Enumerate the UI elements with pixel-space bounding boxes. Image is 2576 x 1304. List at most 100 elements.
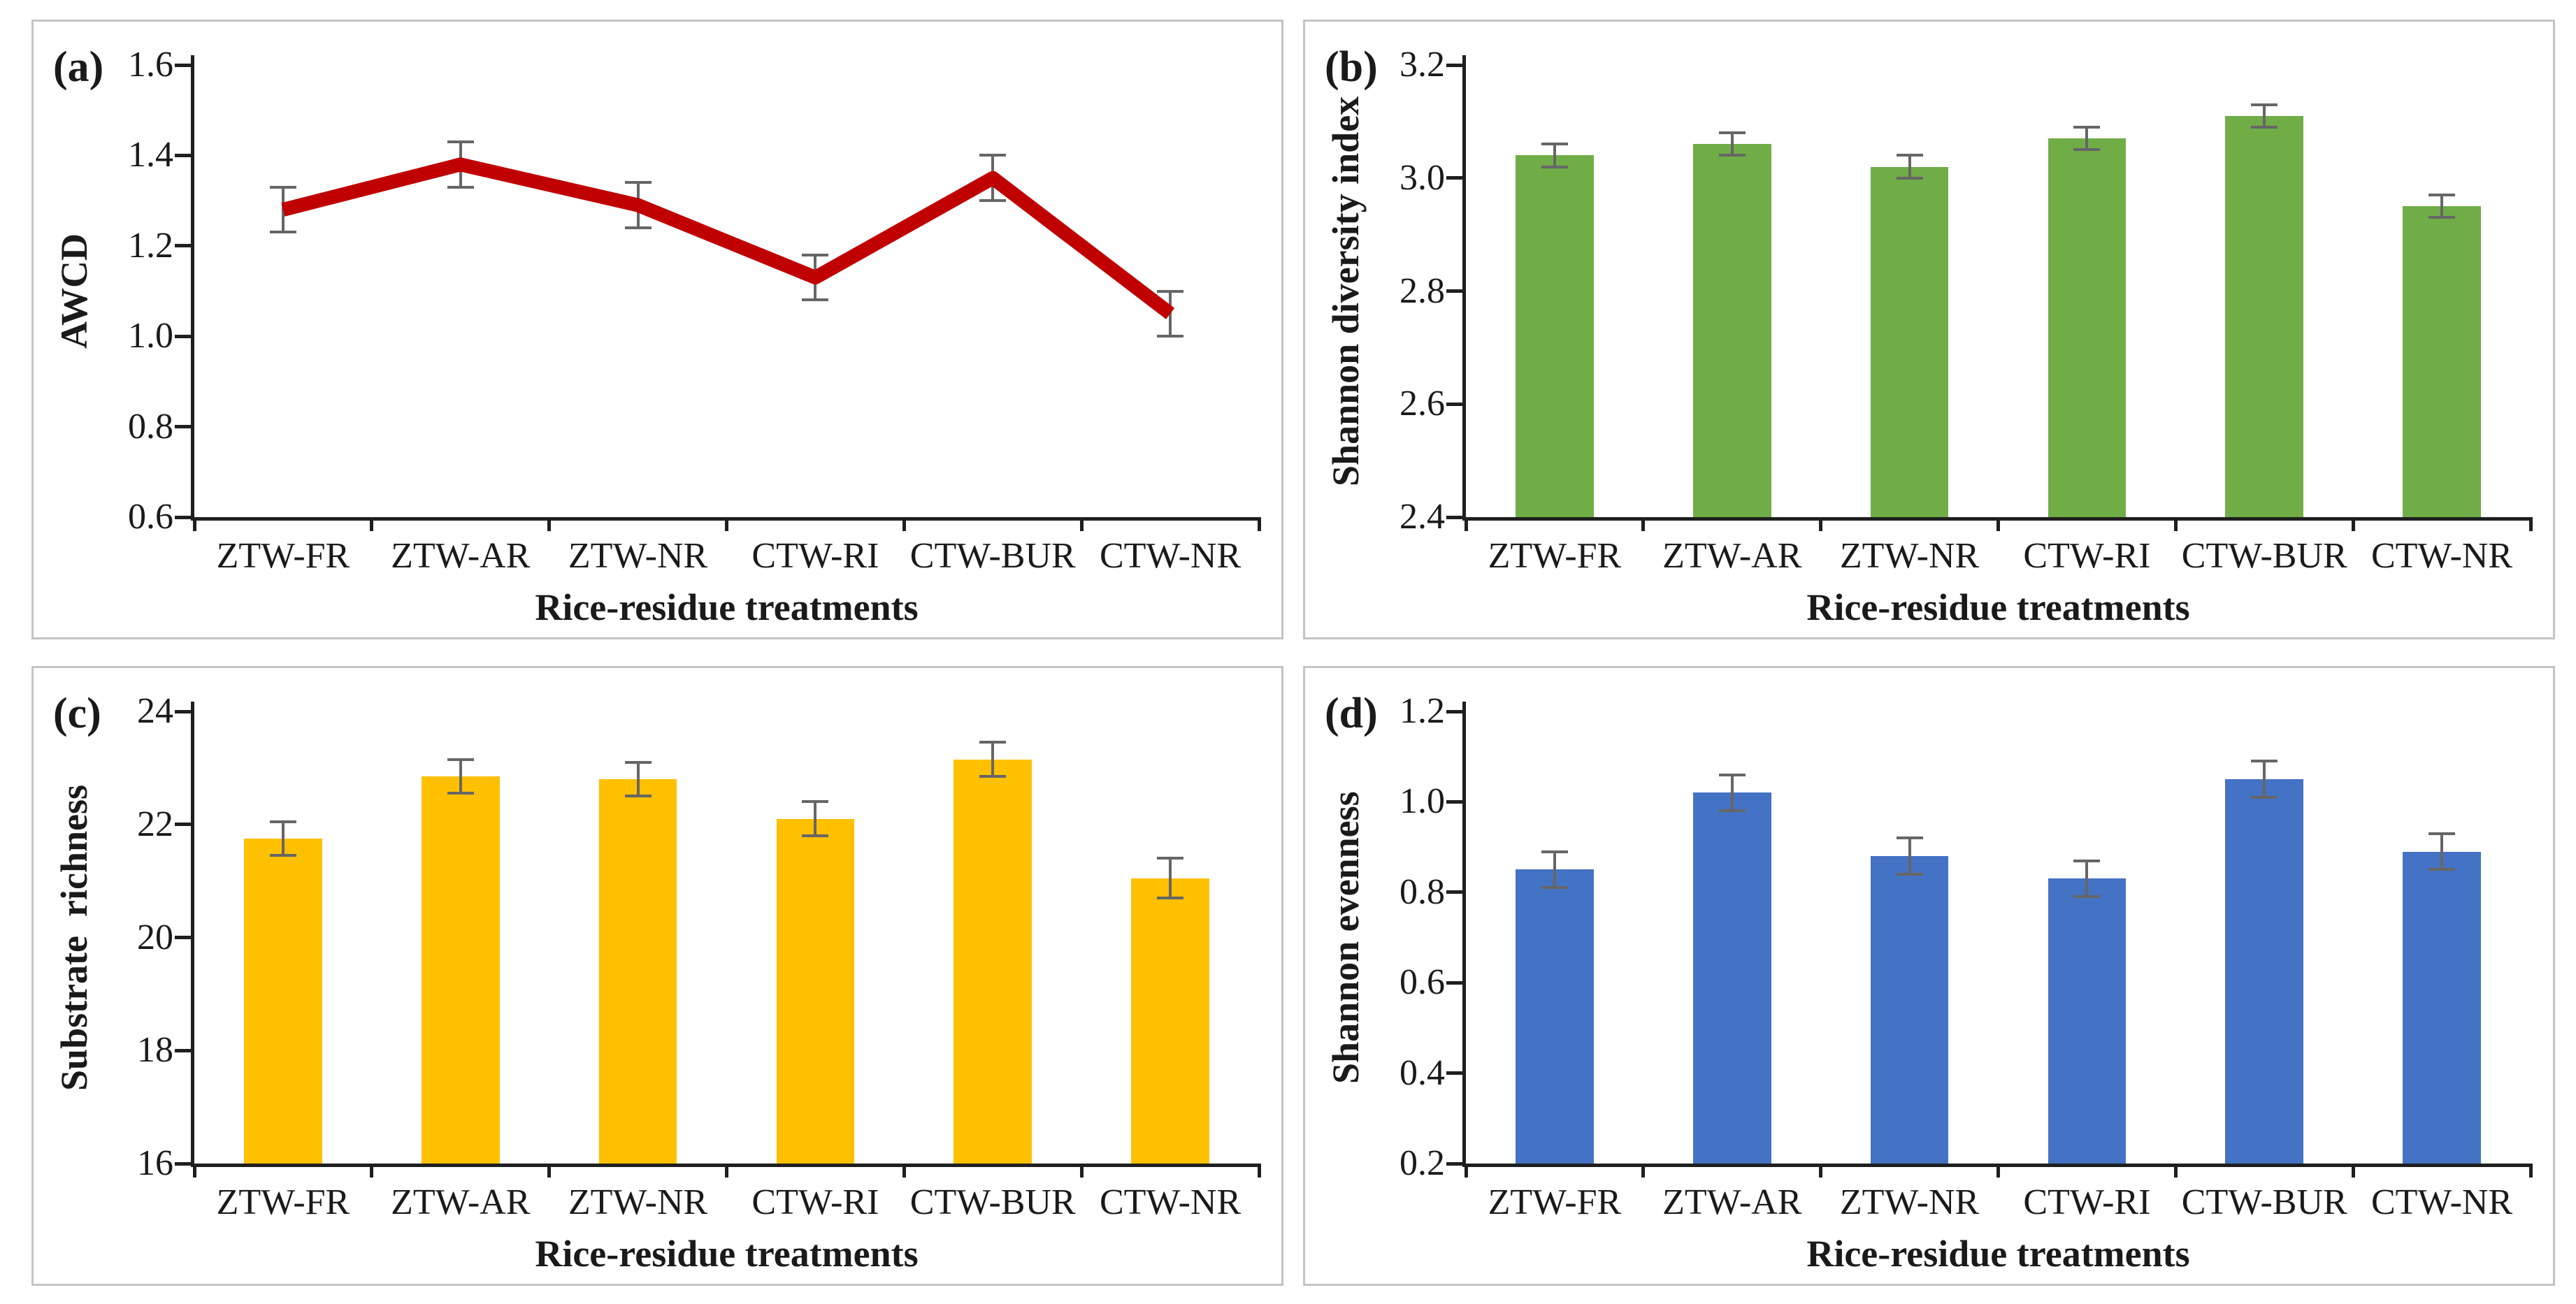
x-tick-mark: [1079, 1164, 1084, 1178]
x-tick-mark: [192, 1164, 196, 1178]
x-tick-mark: [192, 517, 196, 531]
error-bar-ZTW-AR: [1730, 774, 1734, 811]
error-bar-cap-bottom: [2073, 148, 2101, 152]
bar-ZTW-FR: [1516, 155, 1594, 517]
error-bar-cap-bottom: [447, 792, 474, 795]
y-tick-mark: [175, 153, 194, 157]
error-bar-cap-bottom: [1896, 872, 1923, 876]
panel-letter-c: (c): [53, 690, 101, 737]
bar-CTW-BUR: [2225, 115, 2304, 517]
error-bar-cap-top: [1541, 850, 1568, 853]
y-tick-mark: [1446, 799, 1466, 804]
y-tick-label: 3.0: [1399, 157, 1445, 198]
y-tick-label: 0.2: [1399, 1143, 1445, 1183]
error-bar-cap-bottom: [1896, 176, 1923, 180]
x-category-label-CTW-NR: CTW-NR: [2370, 1182, 2513, 1222]
error-bar-cap-top: [1157, 289, 1184, 293]
y-tick-mark: [1446, 63, 1466, 67]
error-bar-cap-bottom: [2251, 795, 2278, 799]
x-category-label-CTW-NR: CTW-NR: [1099, 536, 1242, 576]
y-tick-mark: [175, 709, 194, 713]
x-tick-mark: [2528, 517, 2533, 531]
x-tick-mark: [2351, 1164, 2355, 1178]
error-bar-CTW-BUR: [2263, 104, 2266, 127]
bar-CTW-RI: [776, 818, 855, 1164]
x-category-label-ZTW-NR: ZTW-NR: [1839, 1182, 1980, 1222]
error-bar-cap-bottom: [269, 854, 296, 857]
error-bar-cap-top: [2429, 194, 2456, 196]
y-tick-label: 1.2: [1399, 691, 1445, 731]
x-category-label-CTW-NR: CTW-NR: [2370, 536, 2513, 576]
y-tick-mark: [175, 1048, 194, 1052]
error-bar-cap-top: [624, 760, 652, 764]
x-tick-mark: [2351, 517, 2355, 531]
y-axis: [191, 702, 194, 1167]
error-bar-cap-bottom: [1157, 335, 1184, 338]
error-bar-cap-top: [802, 800, 829, 804]
x-tick-mark: [1257, 1164, 1261, 1178]
x-tick-mark: [902, 517, 906, 531]
x-category-label-ZTW-FR: ZTW-FR: [216, 536, 350, 576]
error-bar-cap-bottom: [979, 775, 1007, 778]
x-category-label-CTW-RI: CTW-RI: [2023, 536, 2151, 576]
panel-d-shannon-evenness: (d) Shannon evenness Rice-residue treatm…: [1303, 666, 2555, 1286]
y-tick-mark: [175, 334, 194, 338]
error-bar-cap-top: [979, 154, 1007, 157]
x-tick-mark: [1996, 1164, 2000, 1178]
error-bar-cap-bottom: [624, 226, 652, 229]
error-bar-cap-top: [2429, 832, 2456, 835]
x-axis-title-d: Rice-residue treatments: [1806, 1233, 2190, 1275]
x-tick-mark: [1079, 517, 1084, 531]
error-bar-cap-top: [2073, 125, 2101, 129]
error-bar-cap-bottom: [2429, 868, 2456, 871]
y-tick-label: 2.6: [1399, 384, 1445, 424]
x-category-label-CTW-BUR: CTW-BUR: [2181, 536, 2347, 576]
error-bar-ZTW-AR: [1730, 133, 1734, 156]
panel-letter-b: (b): [1325, 43, 1378, 91]
error-bar-CTW-BUR: [2263, 761, 2266, 797]
error-bar-cap-top: [979, 741, 1007, 744]
y-tick-label: 18: [137, 1030, 173, 1071]
x-tick-mark: [725, 1164, 728, 1178]
plot-area-c: Rice-residue treatments 24 22 20 18 16 ZTW-FR…: [137, 691, 1261, 1275]
y-tick-label: 1.0: [1399, 781, 1445, 822]
x-tick-mark: [1819, 517, 1823, 531]
y-tick-label: 22: [137, 804, 173, 844]
y-tick-mark: [1446, 1071, 1466, 1075]
y-tick-label: 2.8: [1399, 270, 1445, 311]
error-bar-cap-bottom: [1718, 154, 1746, 157]
error-bar-cap-bottom: [1541, 165, 1568, 168]
error-bar-cap-top: [2073, 859, 2101, 862]
y-tick-label: 24: [137, 691, 173, 731]
bar-CTW-BUR: [2225, 779, 2304, 1164]
error-bar-cap-bottom: [802, 298, 829, 302]
y-tick-mark: [175, 63, 194, 67]
error-bar-cap-bottom: [802, 834, 829, 837]
y-axis: [1462, 55, 1466, 521]
error-bar-CTW-NR: [1169, 858, 1172, 898]
error-bar-cap-top: [2251, 103, 2278, 106]
error-bar-cap-bottom: [1157, 896, 1184, 899]
x-tick-mark: [1464, 517, 1468, 531]
error-bar-cap-bottom: [269, 231, 296, 234]
error-bar-ZTW-NR: [1908, 155, 1911, 178]
error-bar-CTW-NR: [2440, 195, 2444, 218]
error-bar-cap-top: [269, 820, 296, 823]
y-tick-label: 0.4: [1399, 1052, 1445, 1093]
error-bar-ZTW-FR: [1553, 851, 1556, 888]
error-bar-cap-top: [1718, 131, 1746, 135]
y-tick-mark: [175, 936, 194, 939]
x-category-label-ZTW-AR: ZTW-AR: [391, 1182, 531, 1222]
error-bar-cap-top: [269, 185, 296, 189]
error-bar-ZTW-NR: [636, 762, 640, 797]
error-bar-cap-top: [1896, 836, 1923, 840]
plot-area-b: Rice-residue treatments 3.2 3.0 2.8 2.6 2.4 Z…: [1399, 45, 2533, 628]
x-category-label-ZTW-AR: ZTW-AR: [1662, 536, 1802, 576]
x-category-label-ZTW-NR: ZTW-NR: [568, 1182, 708, 1222]
x-axis-title-a: Rice-residue treatments: [535, 586, 919, 628]
x-tick-mark: [725, 517, 728, 531]
y-tick-mark: [1446, 709, 1466, 713]
x-tick-mark: [2173, 517, 2178, 531]
x-tick-mark: [1819, 1164, 1823, 1178]
